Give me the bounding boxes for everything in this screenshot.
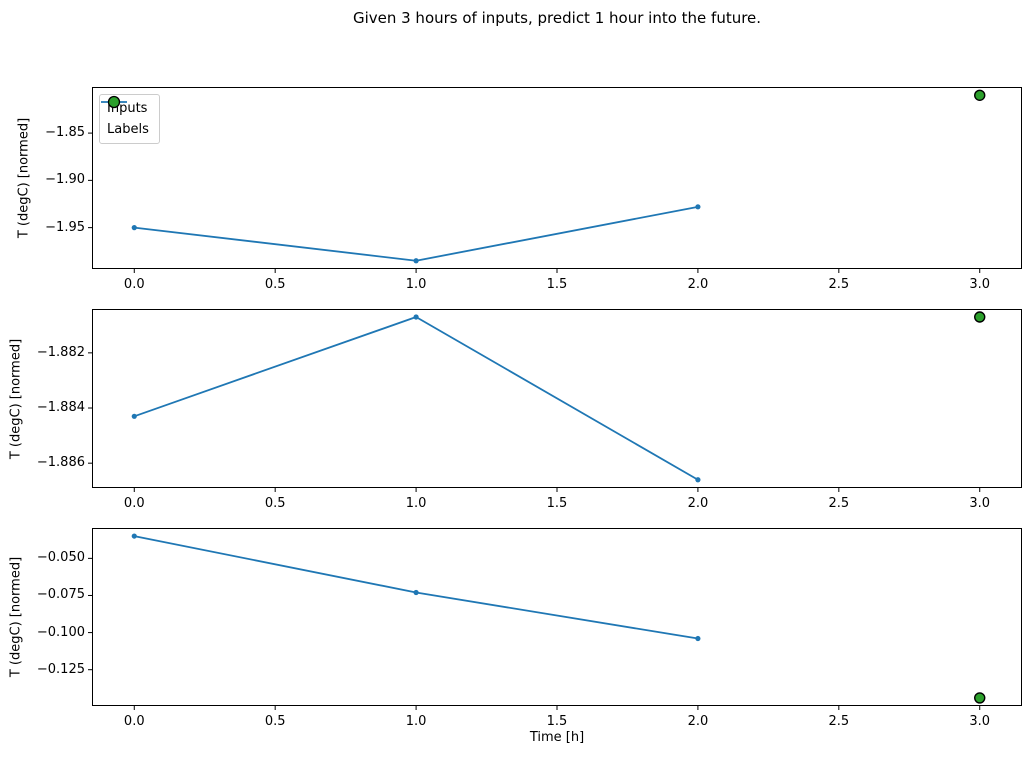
y-axis-label-3: T (degC) [normed]: [8, 556, 24, 678]
legend-item-labels: Labels: [107, 95, 149, 140]
y-tick-label: −1.85: [45, 125, 85, 141]
plot-area-3: [88, 528, 1022, 710]
plot-area-2: [88, 309, 1022, 492]
x-tick-label: 0.5: [264, 714, 286, 729]
x-tick-label: 2.5: [828, 714, 850, 729]
y-tick-label: −1.882: [36, 344, 85, 360]
x-axis-label: Time [h]: [529, 730, 585, 745]
y-tick-label: −1.884: [36, 400, 85, 415]
inputs-line: [134, 535, 699, 640]
input-point-marker: [413, 589, 419, 596]
x-tick-label: 3.0: [969, 277, 991, 292]
input-point-marker: [413, 314, 419, 320]
x-tick-label: 1.0: [405, 277, 427, 292]
x-tick-label: 2.5: [828, 496, 850, 511]
axes-spines: [92, 309, 1022, 488]
y-tick-label: −0.075: [36, 587, 85, 603]
y-tick-label: −1.90: [45, 172, 85, 188]
y-tick-label: −1.95: [45, 219, 85, 235]
y-tick-label: −0.125: [36, 661, 85, 677]
label-point-marker: [974, 692, 986, 704]
legend: Inputs Labels: [99, 94, 160, 144]
label-point-marker: [974, 89, 986, 101]
subplot-2: T (degC) [normed] 0.0 0.5 1.0 1.5 2.0 2.5 3.0 −…: [9, 309, 1022, 511]
x-tick-label: 1.0: [405, 714, 427, 729]
x-tick-label: 0.5: [264, 496, 286, 511]
y-axis-label-2: T (degC) [normed]: [8, 338, 24, 459]
input-point-marker: [131, 413, 137, 419]
x-tick-label: 1.5: [546, 714, 568, 729]
inputs-line: [133, 316, 699, 481]
x-tick-label: 3.0: [969, 714, 991, 729]
x-tick-label: 2.0: [687, 496, 709, 511]
x-tick-label: 1.5: [546, 277, 568, 292]
inputs-line: [134, 205, 699, 262]
axes-spines: [92, 87, 1022, 269]
y-tick-label: −1.886: [36, 455, 85, 471]
input-point-marker: [695, 635, 701, 642]
legend-label-labels: Labels: [107, 122, 149, 137]
x-tick-label: 2.0: [687, 277, 709, 292]
input-point-marker: [695, 204, 701, 210]
y-tick-label: −0.050: [36, 550, 85, 566]
x-tick-label: 0.0: [123, 496, 145, 511]
x-tick-label: 0.5: [264, 277, 286, 292]
x-tick-label: 3.0: [969, 496, 991, 511]
subplot-3: T (degC) [normed] Time [h] 0.0 0.5 1.0 1.5 2…: [9, 528, 1022, 745]
legend-circle: [107, 95, 121, 109]
x-tick-label: 1.0: [405, 496, 427, 511]
y-tick-label: −0.100: [36, 624, 85, 640]
axes-spines: [92, 528, 1022, 706]
plot-area-1: [88, 87, 1022, 273]
x-tick-label: 2.0: [687, 714, 709, 729]
label-point-marker: [974, 311, 986, 323]
labels-marker-icon: [107, 95, 121, 109]
input-point-marker: [413, 258, 419, 264]
x-tick-label: 1.5: [546, 496, 568, 511]
figure-title: Given 3 hours of inputs, predict 1 hour …: [352, 9, 762, 27]
x-tick-label: 0.0: [123, 714, 145, 729]
subplot-1: T (degC) [normed] Inputs Labels 0.0 0.5 1.…: [17, 87, 1022, 292]
input-point-marker: [131, 225, 137, 231]
input-point-marker: [695, 477, 701, 483]
x-tick-label: 2.5: [828, 277, 850, 292]
input-point-marker: [131, 533, 137, 539]
x-tick-label: 0.0: [123, 277, 145, 292]
